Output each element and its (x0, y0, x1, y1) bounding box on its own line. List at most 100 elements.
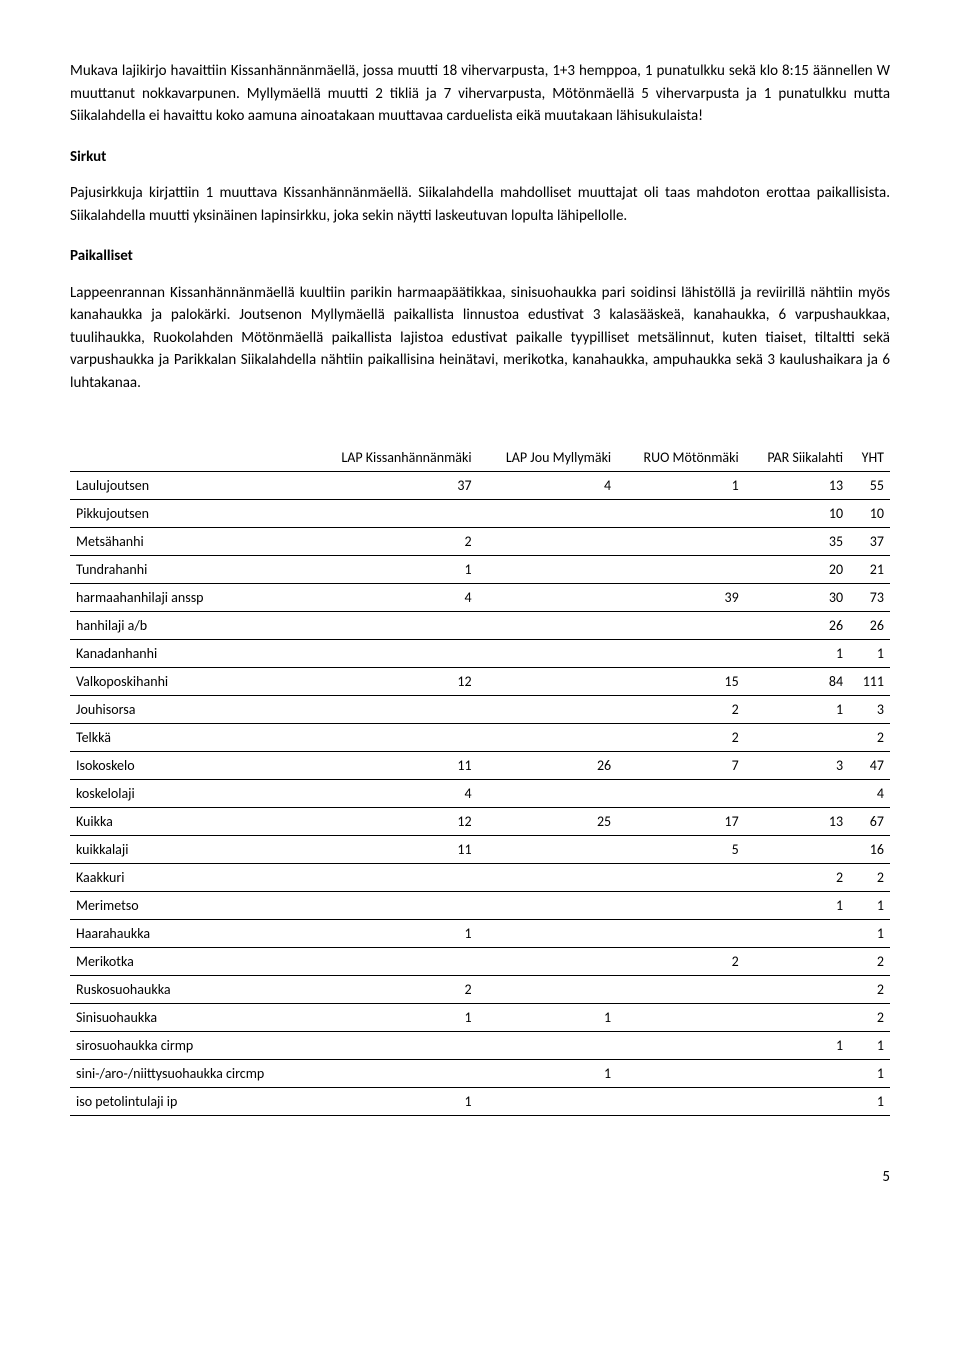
value-cell (478, 556, 618, 584)
value-cell: 1 (478, 1060, 618, 1088)
value-cell: 2 (617, 948, 745, 976)
table-row: iso petolintulaji ip11 (70, 1088, 890, 1116)
value-cell: 1 (849, 640, 890, 668)
value-cell (478, 1088, 618, 1116)
value-cell: 1 (308, 1004, 477, 1032)
value-cell (478, 836, 618, 864)
heading-sirkut: Sirkut (70, 146, 890, 169)
value-cell (617, 1060, 745, 1088)
species-cell: Isokoskelo (70, 752, 308, 780)
value-cell: 2 (617, 724, 745, 752)
value-cell (745, 920, 849, 948)
value-cell: 1 (745, 892, 849, 920)
table-row: Kuikka1225171367 (70, 808, 890, 836)
value-cell: 16 (849, 836, 890, 864)
table-row: Merimetso11 (70, 892, 890, 920)
value-cell (617, 976, 745, 1004)
species-cell: koskelolaji (70, 780, 308, 808)
value-cell (478, 696, 618, 724)
value-cell: 37 (849, 528, 890, 556)
species-cell: sini-/aro-/niittysuohaukka circmp (70, 1060, 308, 1088)
col-motonmaki: RUO Mötönmäki (617, 444, 745, 472)
value-cell (617, 528, 745, 556)
value-cell: 39 (617, 584, 745, 612)
value-cell: 2 (745, 864, 849, 892)
species-cell: Metsähanhi (70, 528, 308, 556)
value-cell (745, 836, 849, 864)
species-cell: Jouhisorsa (70, 696, 308, 724)
col-siikalahti: PAR Siikalahti (745, 444, 849, 472)
value-cell: 1 (308, 920, 477, 948)
value-cell (478, 668, 618, 696)
table-row: Metsähanhi23537 (70, 528, 890, 556)
table-row: Laulujoutsen37411355 (70, 472, 890, 500)
species-cell: Merikotka (70, 948, 308, 976)
species-cell: Kanadanhanhi (70, 640, 308, 668)
value-cell: 111 (849, 668, 890, 696)
paragraph-1: Mukava lajikirjo havaittiin Kissanhännän… (70, 60, 890, 128)
value-cell: 30 (745, 584, 849, 612)
value-cell (308, 892, 477, 920)
col-myllymaki: LAP Jou Myllymäki (478, 444, 618, 472)
value-cell (617, 892, 745, 920)
value-cell: 1 (849, 1032, 890, 1060)
table-row: Pikkujoutsen1010 (70, 500, 890, 528)
value-cell: 11 (308, 752, 477, 780)
value-cell (617, 556, 745, 584)
value-cell (478, 864, 618, 892)
value-cell: 1 (617, 472, 745, 500)
table-header-row: LAP Kissanhännänmäki LAP Jou Myllymäki R… (70, 444, 890, 472)
value-cell: 2 (849, 976, 890, 1004)
value-cell (478, 528, 618, 556)
value-cell: 1 (478, 1004, 618, 1032)
value-cell (478, 948, 618, 976)
value-cell: 4 (849, 780, 890, 808)
value-cell (617, 500, 745, 528)
table-row: Jouhisorsa213 (70, 696, 890, 724)
value-cell (617, 1088, 745, 1116)
value-cell (478, 612, 618, 640)
value-cell: 10 (849, 500, 890, 528)
species-cell: Telkkä (70, 724, 308, 752)
bird-count-table: LAP Kissanhännänmäki LAP Jou Myllymäki R… (70, 444, 890, 1116)
table-row: Ruskosuohaukka22 (70, 976, 890, 1004)
value-cell (617, 780, 745, 808)
species-cell: iso petolintulaji ip (70, 1088, 308, 1116)
table-row: sirosuohaukka cirmp11 (70, 1032, 890, 1060)
value-cell (617, 612, 745, 640)
table-row: harmaahanhilaji anssp4393073 (70, 584, 890, 612)
value-cell: 4 (308, 584, 477, 612)
value-cell: 11 (308, 836, 477, 864)
col-kissanhannanmaki: LAP Kissanhännänmäki (308, 444, 477, 472)
table-row: Valkoposkihanhi121584111 (70, 668, 890, 696)
value-cell (478, 1032, 618, 1060)
value-cell: 55 (849, 472, 890, 500)
value-cell (745, 1088, 849, 1116)
value-cell (745, 724, 849, 752)
heading-paikalliset: Paikalliset (70, 245, 890, 268)
species-cell: Merimetso (70, 892, 308, 920)
species-cell: Tundrahanhi (70, 556, 308, 584)
value-cell: 1 (849, 920, 890, 948)
value-cell (745, 976, 849, 1004)
value-cell (308, 724, 477, 752)
value-cell: 13 (745, 808, 849, 836)
value-cell (308, 1060, 477, 1088)
table-row: Kaakkuri22 (70, 864, 890, 892)
table-row: hanhilaji a/b2626 (70, 612, 890, 640)
value-cell: 1 (745, 1032, 849, 1060)
value-cell (745, 1060, 849, 1088)
species-cell: Haarahaukka (70, 920, 308, 948)
value-cell: 2 (849, 948, 890, 976)
value-cell (308, 948, 477, 976)
value-cell (478, 584, 618, 612)
value-cell: 15 (617, 668, 745, 696)
value-cell: 1 (849, 1088, 890, 1116)
value-cell (308, 612, 477, 640)
value-cell (478, 920, 618, 948)
value-cell: 2 (849, 864, 890, 892)
value-cell: 1 (849, 1060, 890, 1088)
species-cell: kuikkalaji (70, 836, 308, 864)
value-cell: 26 (849, 612, 890, 640)
value-cell: 3 (745, 752, 849, 780)
